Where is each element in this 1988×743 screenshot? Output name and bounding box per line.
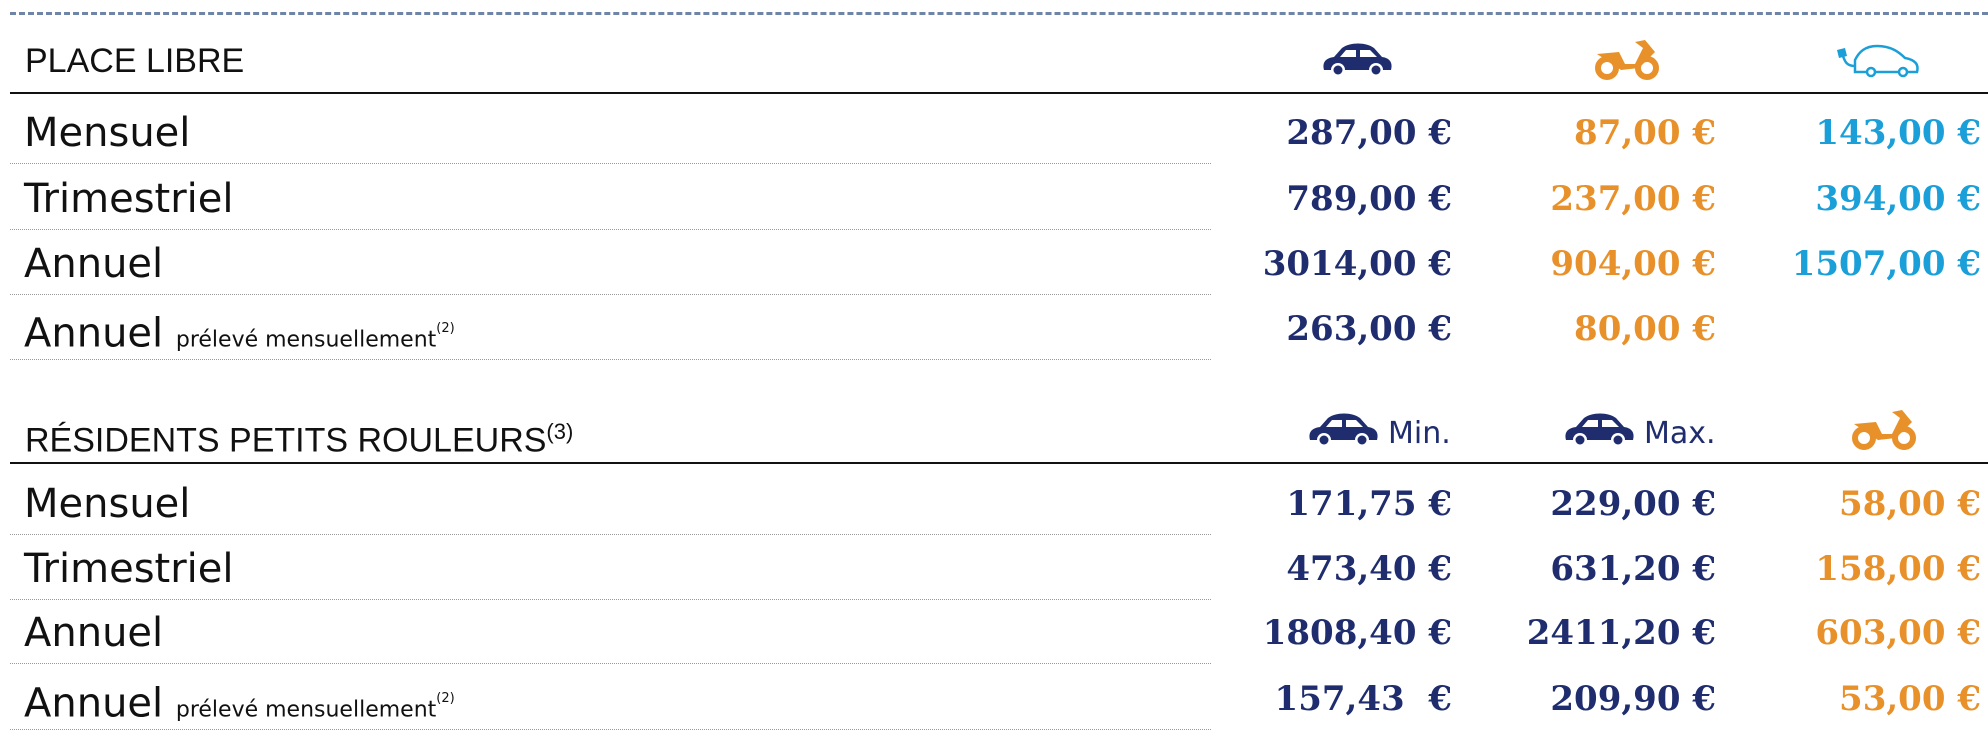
price: 80,00 € — [1574, 309, 1716, 349]
moto-icon — [1595, 40, 1659, 80]
dashed-separator — [10, 12, 1988, 15]
row-label: Trimestriel — [10, 166, 1211, 230]
section-title: PLACE LIBRE — [25, 39, 244, 83]
moto-icon — [1852, 410, 1916, 450]
page: PLACE LIBRE RÉSIDENTS PETITS ROULEURS(3)… — [10, 12, 1988, 730]
price: 631,20 € — [1550, 549, 1716, 589]
price: 789,00 € — [1286, 179, 1452, 219]
price: 287,00 € — [1286, 113, 1452, 153]
price: 157,43 € — [1274, 679, 1452, 719]
label-text: Trimestriel — [24, 176, 234, 222]
row-label: Annuel — [10, 600, 1211, 664]
row-label: Mensuel — [10, 471, 1211, 535]
label-text: Mensuel — [24, 481, 191, 527]
car-icon — [1565, 413, 1634, 447]
price: 3014,00 € — [1262, 244, 1452, 284]
price: 263,00 € — [1286, 309, 1452, 349]
price: 53,00 € — [1839, 679, 1981, 719]
note-superscript: (2) — [436, 321, 455, 336]
label-text: Mensuel — [24, 110, 191, 156]
row-label: Trimestriel — [10, 536, 1211, 600]
electric-car-icon — [1837, 44, 1919, 78]
price: 237,00 € — [1550, 179, 1716, 219]
row-label: Mensuel — [10, 100, 1211, 164]
label-note: prélevé mensuellement — [175, 327, 437, 353]
price: 87,00 € — [1574, 113, 1716, 153]
label-note: prélevé mensuellement — [175, 697, 437, 723]
section-title: RÉSIDENTS PETITS ROULEURS(3) — [25, 410, 574, 459]
title-text: RÉSIDENTS PETITS ROULEURS — [25, 421, 547, 460]
price: 394,00 € — [1815, 179, 1981, 219]
price: 229,00 € — [1550, 484, 1716, 524]
header-rule — [10, 92, 1988, 94]
label-text: Annuel — [24, 680, 164, 727]
price: 171,75 € — [1286, 484, 1452, 524]
row-label: Annuel prélevé mensuellement(2) — [10, 296, 1211, 360]
price: 603,00 € — [1815, 613, 1981, 653]
label-text: Annuel — [24, 241, 164, 287]
title-superscript: (3) — [546, 419, 574, 444]
label-text: Annuel — [24, 310, 164, 357]
row-label: Annuel — [10, 231, 1211, 295]
price: 58,00 € — [1839, 484, 1981, 524]
header-rule — [10, 462, 1988, 464]
note-superscript: (2) — [436, 691, 455, 706]
price: 209,90 € — [1550, 679, 1716, 719]
title-text: PLACE LIBRE — [25, 42, 245, 80]
label-text: Trimestriel — [24, 546, 234, 592]
column-header: Max. — [1644, 416, 1716, 451]
column-header: Min. — [1388, 416, 1451, 451]
car-icon — [1323, 43, 1392, 77]
row-label: Annuel prélevé mensuellement(2) — [10, 666, 1211, 730]
label-text: Annuel — [24, 610, 164, 656]
price: 158,00 € — [1815, 549, 1981, 589]
price: 904,00 € — [1550, 244, 1716, 284]
price: 1507,00 € — [1791, 244, 1981, 284]
price: 473,40 € — [1286, 549, 1452, 589]
price: 2411,20 € — [1526, 613, 1716, 653]
car-icon — [1309, 413, 1378, 447]
price: 1808,40 € — [1262, 613, 1452, 653]
price: 143,00 € — [1815, 113, 1981, 153]
